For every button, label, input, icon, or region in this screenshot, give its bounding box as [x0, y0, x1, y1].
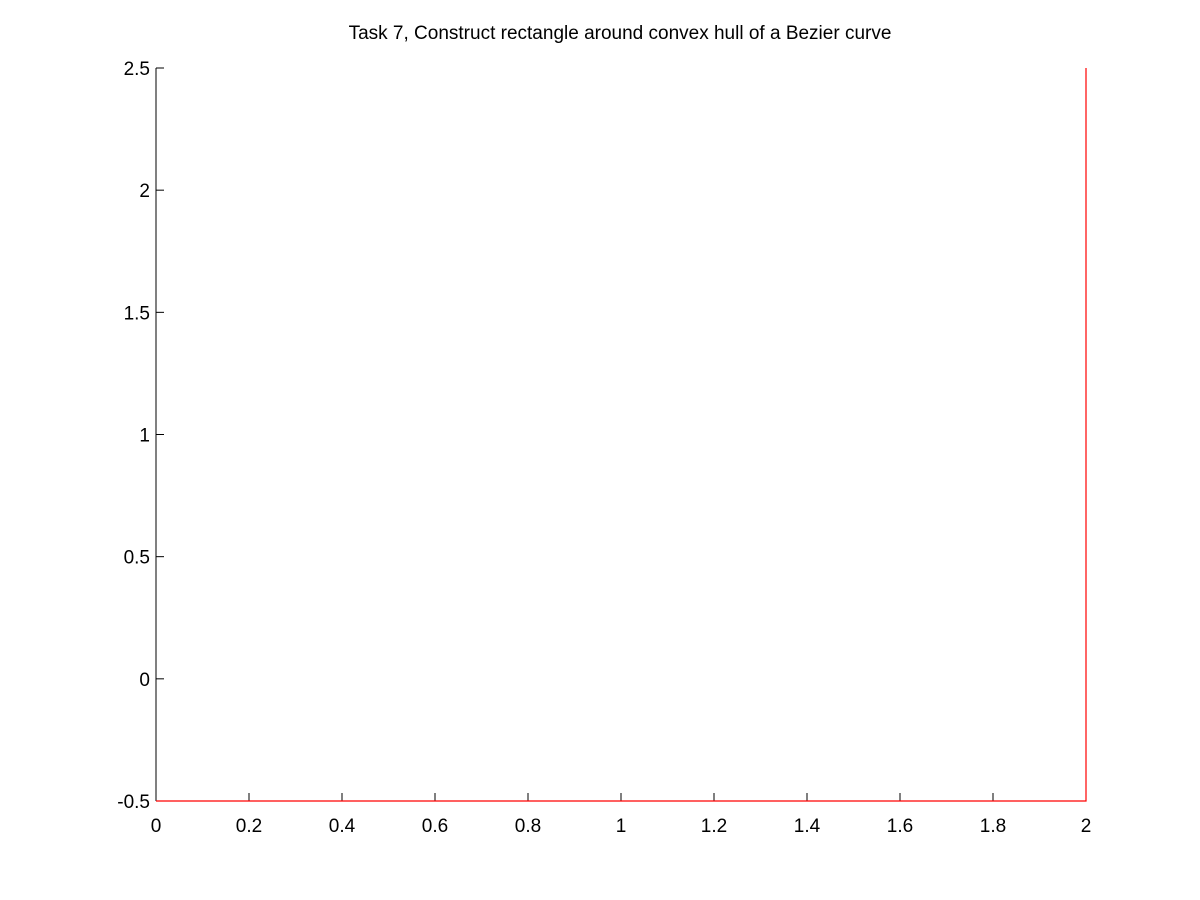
x-tick-label: 1.8 [980, 816, 1006, 837]
y-tick-label: 2 [139, 181, 150, 202]
axes [155, 68, 1086, 802]
x-tick-label: 2 [1081, 816, 1092, 837]
y-tick-label: 2.5 [124, 59, 150, 80]
y-axis-ticks: -0.5 0 0.5 1 1.5 2 2.5 [117, 59, 164, 813]
y-tick-label: 1 [139, 426, 150, 447]
x-axis-ticks: 0 0.2 0.4 0.6 0.8 1 1.2 1.4 1.6 1.8 2 [151, 793, 1092, 837]
x-tick-label: 1 [616, 816, 627, 837]
x-tick-label: 1.4 [794, 816, 821, 837]
y-tick-label: 0 [139, 670, 150, 691]
x-tick-label: 0.2 [236, 816, 262, 837]
x-tick-label: 0.8 [515, 816, 541, 837]
x-tick-label: 0 [151, 816, 162, 837]
x-tick-label: 0.6 [422, 816, 448, 837]
x-tick-label: 0.4 [329, 816, 356, 837]
y-tick-label: 0.5 [124, 548, 150, 569]
x-tick-label: 1.6 [887, 816, 913, 837]
y-tick-label: 1.5 [124, 303, 150, 324]
plot-series [156, 68, 1087, 802]
y-tick-label: -0.5 [117, 792, 150, 813]
chart-title: Task 7, Construct rectangle around conve… [349, 23, 892, 44]
series-line-0 [156, 68, 1087, 802]
x-tick-label: 1.2 [701, 816, 727, 837]
